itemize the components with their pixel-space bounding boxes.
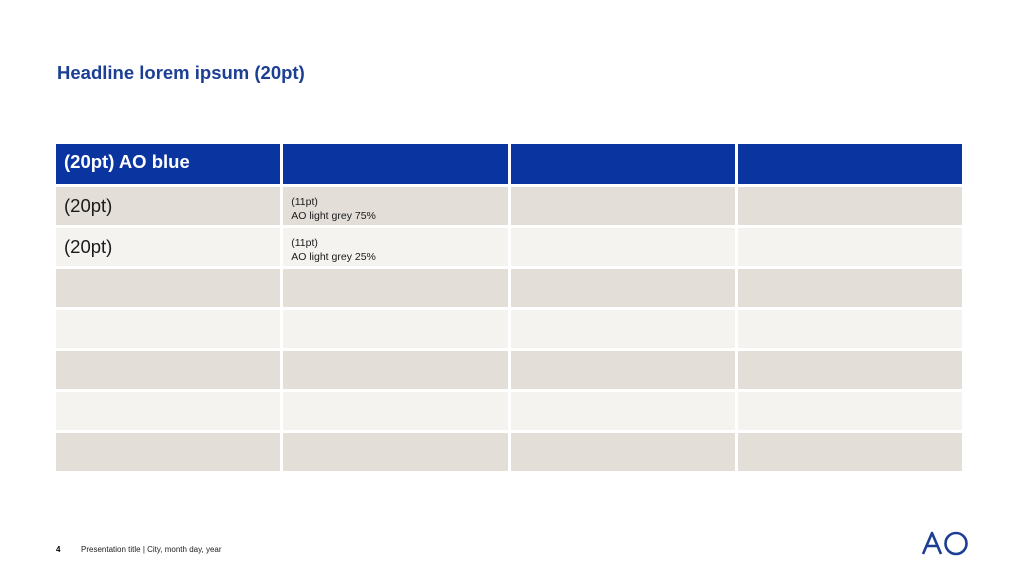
cell-text: (20pt) <box>64 236 113 257</box>
table-cell <box>56 269 281 307</box>
logo-letter-o <box>944 531 968 556</box>
table-row <box>56 310 962 348</box>
table-cell: (11pt) AO light grey 75% <box>283 187 508 225</box>
page-number: 4 <box>56 545 61 554</box>
cell-note-line: AO light grey 25% <box>291 251 376 263</box>
table-row <box>56 269 962 307</box>
cell-text: (20pt) <box>64 195 113 216</box>
table-row <box>56 433 962 471</box>
cell-note-line: (11pt) <box>291 196 318 208</box>
table-cell <box>510 228 735 266</box>
table-cell: (20pt) <box>56 187 281 225</box>
table-cell <box>510 392 735 430</box>
table-cell: (20pt) <box>56 228 281 266</box>
table-cell <box>510 310 735 348</box>
table-cell <box>737 310 962 348</box>
table-header-cell <box>737 144 962 184</box>
table-row: (20pt) (11pt) AO light grey 75% <box>56 187 962 225</box>
table-row <box>56 351 962 389</box>
cell-note-line: AO light grey 75% <box>291 210 376 222</box>
table-cell <box>737 187 962 225</box>
table-header-row: (20pt) AO blue <box>56 144 962 184</box>
table-cell <box>283 269 508 307</box>
page-title: Headline lorem ipsum (20pt) <box>57 62 305 83</box>
table-cell <box>737 433 962 471</box>
table-cell <box>283 433 508 471</box>
table-cell <box>737 228 962 266</box>
table-header-cell: (20pt) AO blue <box>56 144 281 184</box>
table-row <box>56 392 962 430</box>
table-cell <box>737 392 962 430</box>
table-header-cell <box>510 144 735 184</box>
table-cell <box>283 392 508 430</box>
cell-note: (11pt) AO light grey 25% <box>283 228 507 264</box>
table-row: (20pt) (11pt) AO light grey 25% <box>56 228 962 266</box>
ao-logo <box>921 531 968 556</box>
data-table: (20pt) AO blue (20pt) (11pt) AO light grey… <box>53 141 965 474</box>
logo-letter-a <box>921 531 943 555</box>
table-cell <box>56 310 281 348</box>
table-cell <box>56 351 281 389</box>
table-cell <box>56 392 281 430</box>
table-cell <box>510 351 735 389</box>
table-cell <box>510 433 735 471</box>
table-cell <box>56 433 281 471</box>
table-body: (20pt) (11pt) AO light grey 75% (20pt) (11pt… <box>56 187 962 471</box>
table-cell <box>510 269 735 307</box>
table-cell <box>737 269 962 307</box>
table-cell: (11pt) AO light grey 25% <box>283 228 508 266</box>
table-cell <box>737 351 962 389</box>
cell-note-line: (11pt) <box>291 237 318 249</box>
footer-text: Presentation title | City, month day, ye… <box>81 545 222 554</box>
cell-note: (11pt) AO light grey 75% <box>283 187 507 223</box>
table-cell <box>510 187 735 225</box>
table-header-cell <box>283 144 508 184</box>
table-cell <box>283 351 508 389</box>
table-cell <box>283 310 508 348</box>
